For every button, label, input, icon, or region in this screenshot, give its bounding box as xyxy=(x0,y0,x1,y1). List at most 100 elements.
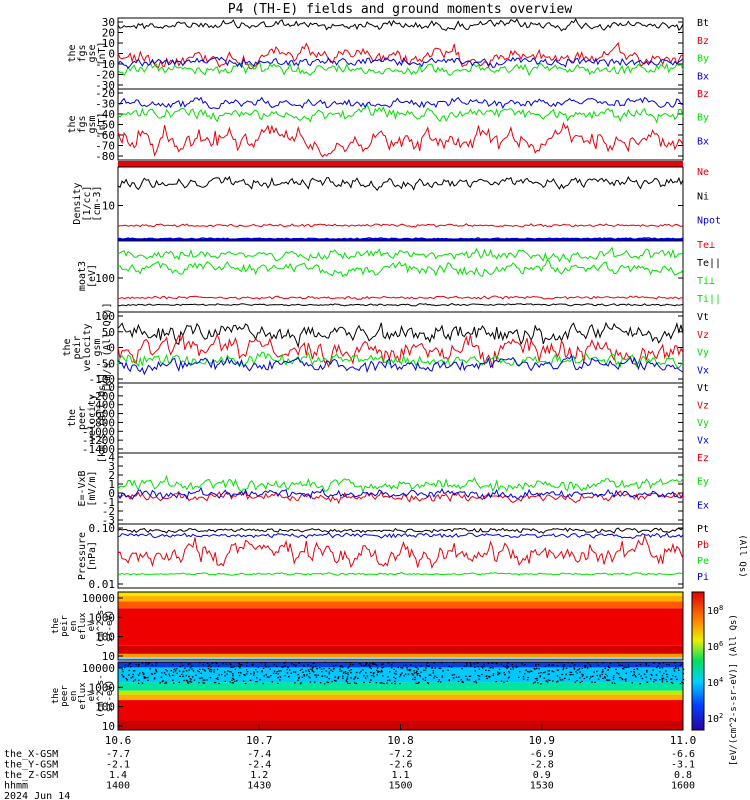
y-tick-label: 10 xyxy=(102,200,115,213)
y-axis-label: (cm^2-s- xyxy=(96,674,106,717)
colorbar-label: [eV/(cm^2-s-sr-eV)] (All Qs) xyxy=(729,614,739,766)
y-tick-label: -80 xyxy=(95,150,115,163)
side-note: (All Qs) xyxy=(737,534,747,577)
y-tick-label: 3 xyxy=(108,460,115,473)
y-axis-label: eflux xyxy=(78,682,88,710)
panel-frame xyxy=(117,452,684,525)
legend-By: By xyxy=(697,54,709,65)
spectrogram-band xyxy=(118,608,683,646)
y-axis-label: gsm xyxy=(92,338,103,356)
legend-By: By xyxy=(697,113,709,124)
ephemeris-value: -6.6 xyxy=(671,749,695,760)
series-line-Pt xyxy=(117,527,684,534)
panel-vel_peer: 0-200-400-600-800-1000-1200-1400 the peer v… xyxy=(67,373,709,463)
y-axis-label: eflux xyxy=(78,612,88,640)
ephemeris-value: 1400 xyxy=(106,781,130,792)
legend-Te⊥: Te⊥ xyxy=(697,240,715,251)
y-tick-label: -600 xyxy=(89,408,116,421)
legend-Pi: Pi xyxy=(697,572,709,583)
ephemeris-value: -6.9 xyxy=(530,749,554,760)
legend-Te||: Te|| xyxy=(697,258,721,269)
legend-Bx: Bx xyxy=(697,136,709,147)
y-tick-label: 0 xyxy=(108,48,115,61)
y-axis-label: the xyxy=(67,44,78,62)
y-tick-label: -30 xyxy=(95,79,115,92)
y-axis-label: (cm^2-s- xyxy=(96,604,106,647)
y-tick-label: -1200 xyxy=(82,434,115,447)
legend-Bz: Bz xyxy=(697,36,709,47)
spectrogram-band xyxy=(118,700,683,721)
series-line-Ex xyxy=(117,486,684,500)
ephemeris-value: 0.8 xyxy=(674,770,692,781)
ephemeris-value: -2.4 xyxy=(247,760,271,771)
y-tick-label: 0 xyxy=(108,381,115,394)
spectrogram-band xyxy=(118,662,683,668)
y-tick-label: 1000 xyxy=(89,681,116,694)
panel-frame xyxy=(117,88,684,161)
y-axis-label: [mV/m] xyxy=(87,470,98,506)
legend-Pe: Pe xyxy=(697,556,709,567)
y-tick-label: 20 xyxy=(102,27,115,40)
y-tick-label: 100 xyxy=(95,272,115,285)
legend-Pb: Pb xyxy=(697,540,709,551)
colorbar-tick-label: 106 xyxy=(707,640,723,653)
y-tick-label: -2 xyxy=(102,505,115,518)
y-axis-label: [nT] xyxy=(97,112,108,136)
y-tick-label: 1000 xyxy=(89,611,116,624)
legend-Ne: Ne xyxy=(697,167,709,178)
series-line-Pe xyxy=(118,571,684,576)
y-tick-label: -20 xyxy=(95,87,115,100)
series-line-Bt xyxy=(117,18,684,32)
ephemeris-value: 1.4 xyxy=(109,770,127,781)
series-line-Te|| xyxy=(117,303,684,307)
y-tick-label: -50 xyxy=(95,119,115,132)
y-axis-label: [km/s (All Qs)] xyxy=(97,373,108,463)
legend-Vt: Vt xyxy=(697,383,709,394)
legend-Ni: Ni xyxy=(697,191,709,202)
legend-Pt: Pt xyxy=(697,524,709,535)
legend-Vy: Vy xyxy=(697,348,709,359)
y-axis-label: en xyxy=(69,691,79,702)
y-tick-label: 100 xyxy=(95,631,115,644)
legend-Ey: Ey xyxy=(697,477,709,488)
y-tick-label: 100 xyxy=(95,701,115,714)
y-axis-label: peir xyxy=(72,335,83,359)
y-axis-label: the xyxy=(51,618,61,634)
ephemeris-value: -3.1 xyxy=(671,760,695,771)
y-axis-label: moat3 xyxy=(77,261,88,291)
y-axis-label: gse xyxy=(87,44,98,62)
series-line-By xyxy=(117,103,684,124)
panel-frame xyxy=(117,382,684,454)
panel-fgs_gsm: -20-30-40-50-60-70-80 the fgs gsm [nT] Bz By Bx xyxy=(67,87,709,163)
ephemeris-value: 1530 xyxy=(530,781,554,792)
ephemeris-row-name: hhmm xyxy=(4,781,28,792)
y-axis-label: the xyxy=(67,115,78,133)
y-axis-label: eV xyxy=(87,620,97,631)
y-axis-label: fgs xyxy=(77,115,88,133)
series-line-Bx xyxy=(117,56,684,69)
y-tick-label: 1 xyxy=(108,478,115,491)
spectrogram-speckle xyxy=(121,661,685,685)
y-tick-label: -10 xyxy=(95,58,115,71)
legend-Vy: Vy xyxy=(697,418,709,429)
y-tick-label: -30 xyxy=(95,98,115,111)
spectrogram-band xyxy=(118,645,683,654)
y-tick-label: 0 xyxy=(108,342,115,355)
y-axis-label: [eV] xyxy=(87,264,98,288)
legend-Vx: Vx xyxy=(697,365,709,376)
spectrogram-band xyxy=(118,694,683,701)
date-label: 2024 Jun 14 xyxy=(4,791,70,800)
legend-Vx: Vx xyxy=(697,436,709,447)
plot-title: P4 (TH-E) fields and ground moments over… xyxy=(228,2,573,17)
spectrogram-band xyxy=(118,592,683,597)
y-axis-label: peir xyxy=(60,615,70,637)
spectrogram-band xyxy=(118,682,683,691)
y-tick-label: -40 xyxy=(95,108,115,121)
y-axis-label: sr-eV) xyxy=(105,680,115,713)
panel-vel_gsm: 100 50 0 -50 -100 the peir velocity gsm [km/s (Al… xyxy=(62,302,709,392)
ephemeris-value: 1430 xyxy=(247,781,271,792)
ephemeris-value: 1.1 xyxy=(391,770,409,781)
